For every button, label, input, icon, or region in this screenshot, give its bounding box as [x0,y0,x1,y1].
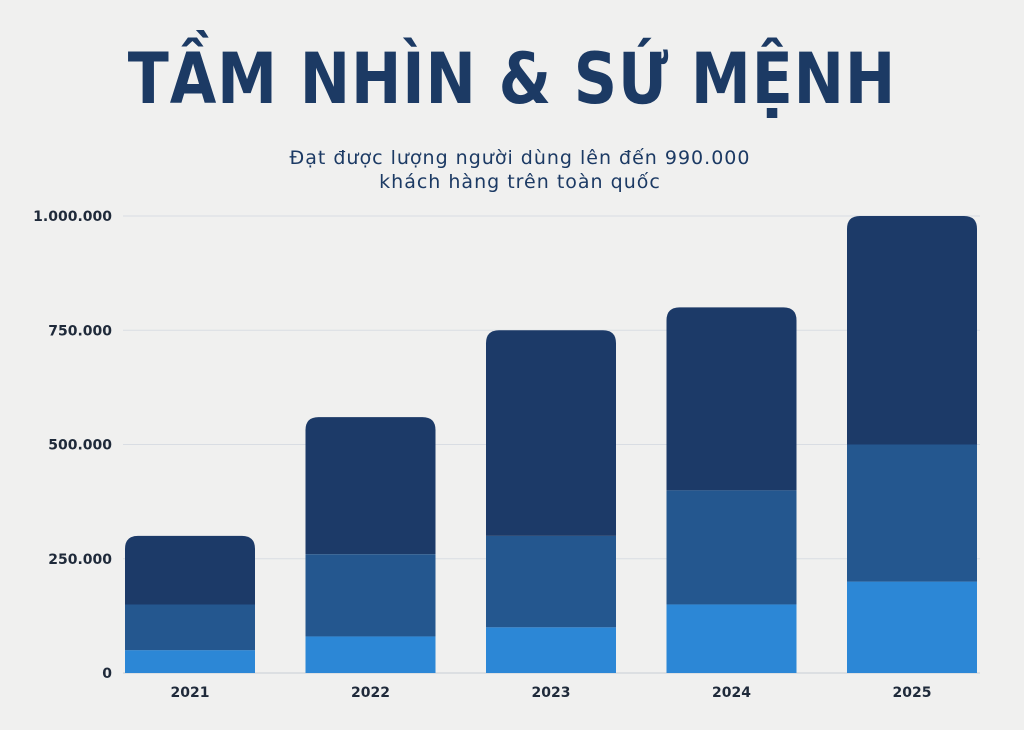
bar-segment-2025-3 [847,216,977,445]
bar-stack-2023 [486,330,616,673]
y-tick-label: 1.000.000 [33,209,112,225]
bar-segment-2021-1 [125,650,255,673]
bar-segment-2023-3 [486,330,616,536]
x-tick-label: 2022 [351,685,390,701]
bar-stack-2025 [847,216,977,673]
bar-segment-2024-2 [666,490,797,605]
y-tick-label: 0 [102,666,112,682]
bar-segment-2023-1 [486,627,616,673]
y-tick-label: 750.000 [48,323,112,339]
bar-segment-2022-3 [305,417,436,555]
bar-stack-2024 [666,307,797,673]
bar-segment-2023-2 [486,535,616,628]
x-tick-label: 2024 [712,685,751,701]
bar-segment-2025-2 [847,444,977,582]
x-tick-label: 2023 [532,685,571,701]
bar-segment-2021-3 [125,535,255,605]
bar-segment-2024-1 [666,604,797,673]
chart-bars [125,216,977,673]
x-tick-label: 2025 [893,685,932,701]
bar-segment-2024-3 [666,307,797,491]
bar-stack-2021 [125,535,255,673]
y-tick-label: 500.000 [48,438,112,454]
bar-segment-2022-2 [305,554,436,637]
page-subtitle: Đạt được lượng người dùng lên đến 990.00… [0,146,1024,194]
x-axis: 2021 2022 2023 2024 2025 [171,685,932,701]
bar-stack-2022 [305,417,436,673]
subtitle-line-1: Đạt được lượng người dùng lên đến 990.00… [289,147,751,169]
subtitle-line-2: khách hàng trên toàn quốc [379,171,661,193]
bar-segment-2025-1 [847,581,977,673]
x-tick-label: 2021 [171,685,210,701]
y-axis: 0 250.000 500.000 750.000 1.000.000 [33,209,112,682]
y-tick-label: 250.000 [48,552,112,568]
bar-segment-2022-1 [305,636,436,673]
page-title: TẦM NHÌN & SỨ MỆNH [127,38,897,120]
bar-segment-2021-2 [125,604,255,651]
